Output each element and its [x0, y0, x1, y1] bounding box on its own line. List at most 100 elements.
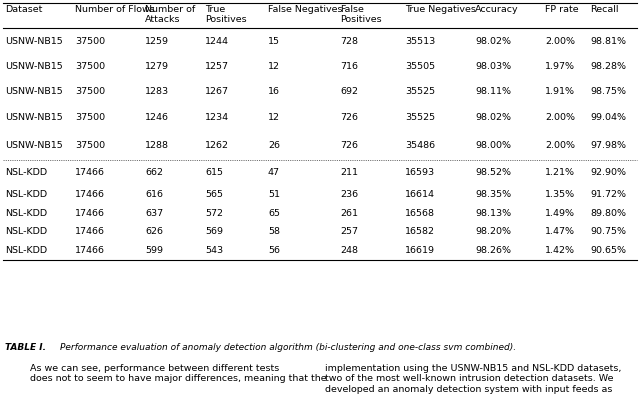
Text: 662: 662 [145, 168, 163, 177]
Text: 47: 47 [268, 168, 280, 177]
Text: 1.91%: 1.91% [545, 87, 575, 97]
Text: 37500: 37500 [75, 36, 105, 46]
Text: 89.80%: 89.80% [590, 208, 626, 217]
Text: 2.00%: 2.00% [545, 113, 575, 122]
Text: 35525: 35525 [405, 113, 435, 122]
Text: 716: 716 [340, 62, 358, 71]
Text: 637: 637 [145, 208, 163, 217]
Text: 98.75%: 98.75% [590, 87, 626, 97]
Text: 1262: 1262 [205, 140, 229, 149]
Text: TABLE I.: TABLE I. [5, 343, 46, 352]
Text: 90.75%: 90.75% [590, 227, 626, 236]
Text: 98.13%: 98.13% [475, 208, 511, 217]
Text: 98.02%: 98.02% [475, 113, 511, 122]
Text: 65: 65 [268, 208, 280, 217]
Text: 92.90%: 92.90% [590, 168, 626, 177]
Text: 236: 236 [340, 190, 358, 199]
Text: 261: 261 [340, 208, 358, 217]
Text: 98.81%: 98.81% [590, 36, 626, 46]
Text: 565: 565 [205, 190, 223, 199]
Text: False Negatives: False Negatives [268, 5, 342, 14]
Text: 17466: 17466 [75, 246, 105, 255]
Text: NSL-KDD: NSL-KDD [5, 246, 47, 255]
Text: 37500: 37500 [75, 87, 105, 97]
Text: NSL-KDD: NSL-KDD [5, 208, 47, 217]
Text: 599: 599 [145, 246, 163, 255]
Text: 1283: 1283 [145, 87, 169, 97]
Text: USNW-NB15: USNW-NB15 [5, 36, 63, 46]
Text: 17466: 17466 [75, 190, 105, 199]
Text: 2.00%: 2.00% [545, 36, 575, 46]
Text: True Negatives: True Negatives [405, 5, 476, 14]
Text: 1267: 1267 [205, 87, 229, 97]
Text: Number of Flows: Number of Flows [75, 5, 155, 14]
Text: 1257: 1257 [205, 62, 229, 71]
Text: 569: 569 [205, 227, 223, 236]
Text: 726: 726 [340, 140, 358, 149]
Text: 90.65%: 90.65% [590, 246, 626, 255]
Text: USNW-NB15: USNW-NB15 [5, 113, 63, 122]
Text: 98.03%: 98.03% [475, 62, 511, 71]
Text: 37500: 37500 [75, 62, 105, 71]
Text: 16: 16 [268, 87, 280, 97]
Text: 98.00%: 98.00% [475, 140, 511, 149]
Text: 16593: 16593 [405, 168, 435, 177]
Text: 726: 726 [340, 113, 358, 122]
Text: 615: 615 [205, 168, 223, 177]
Text: 35486: 35486 [405, 140, 435, 149]
Text: 1279: 1279 [145, 62, 169, 71]
Text: 17466: 17466 [75, 208, 105, 217]
Text: 97.98%: 97.98% [590, 140, 626, 149]
Text: 16619: 16619 [405, 246, 435, 255]
Text: Number of
Attacks: Number of Attacks [145, 5, 195, 24]
Text: 728: 728 [340, 36, 358, 46]
Text: 56: 56 [268, 246, 280, 255]
Text: 2.00%: 2.00% [545, 140, 575, 149]
Text: 35505: 35505 [405, 62, 435, 71]
Text: 17466: 17466 [75, 168, 105, 177]
Text: 1.47%: 1.47% [545, 227, 575, 236]
Text: 17466: 17466 [75, 227, 105, 236]
Text: 1.21%: 1.21% [545, 168, 575, 177]
Text: 211: 211 [340, 168, 358, 177]
Text: 626: 626 [145, 227, 163, 236]
Text: 12: 12 [268, 113, 280, 122]
Text: 1.49%: 1.49% [545, 208, 575, 217]
Text: 98.26%: 98.26% [475, 246, 511, 255]
Text: 543: 543 [205, 246, 223, 255]
Text: Accuracy: Accuracy [475, 5, 518, 14]
Text: 98.02%: 98.02% [475, 36, 511, 46]
Text: NSL-KDD: NSL-KDD [5, 190, 47, 199]
Text: 692: 692 [340, 87, 358, 97]
Text: 257: 257 [340, 227, 358, 236]
Text: 98.28%: 98.28% [590, 62, 626, 71]
Text: 35513: 35513 [405, 36, 435, 46]
Text: 37500: 37500 [75, 140, 105, 149]
Text: 16568: 16568 [405, 208, 435, 217]
Text: 1244: 1244 [205, 36, 229, 46]
Text: 58: 58 [268, 227, 280, 236]
Text: 1.35%: 1.35% [545, 190, 575, 199]
Text: False
Positives: False Positives [340, 5, 381, 24]
Text: 15: 15 [268, 36, 280, 46]
Text: 572: 572 [205, 208, 223, 217]
Text: 98.11%: 98.11% [475, 87, 511, 97]
Text: USNW-NB15: USNW-NB15 [5, 62, 63, 71]
Text: 91.72%: 91.72% [590, 190, 626, 199]
Text: 1288: 1288 [145, 140, 169, 149]
Text: 98.20%: 98.20% [475, 227, 511, 236]
Text: NSL-KDD: NSL-KDD [5, 227, 47, 236]
Text: 1.42%: 1.42% [545, 246, 575, 255]
Text: 248: 248 [340, 246, 358, 255]
Text: 35525: 35525 [405, 87, 435, 97]
Text: 26: 26 [268, 140, 280, 149]
Text: 98.35%: 98.35% [475, 190, 511, 199]
Text: NSL-KDD: NSL-KDD [5, 168, 47, 177]
Text: Performance evaluation of anomaly detection algorithm (bi-clustering and one-cla: Performance evaluation of anomaly detect… [60, 343, 516, 352]
Text: 12: 12 [268, 62, 280, 71]
Text: 37500: 37500 [75, 113, 105, 122]
Text: 1234: 1234 [205, 113, 229, 122]
Text: 16614: 16614 [405, 190, 435, 199]
Text: FP rate: FP rate [545, 5, 579, 14]
Text: True
Positives: True Positives [205, 5, 246, 24]
